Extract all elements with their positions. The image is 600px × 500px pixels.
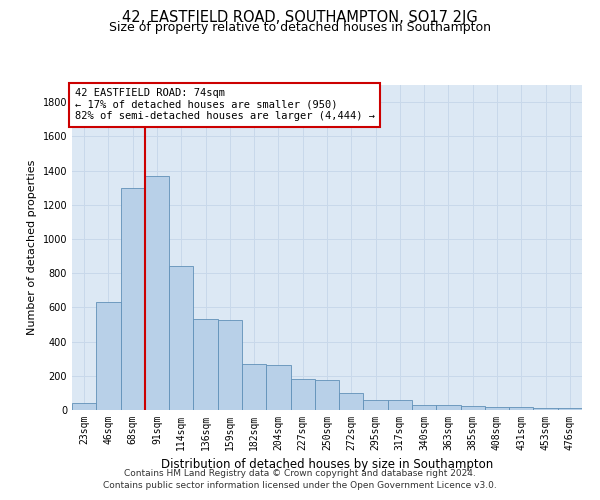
Bar xyxy=(339,393,364,410)
X-axis label: Distribution of detached houses by size in Southampton: Distribution of detached houses by size … xyxy=(161,458,493,471)
Bar xyxy=(509,408,533,410)
Text: Size of property relative to detached houses in Southampton: Size of property relative to detached ho… xyxy=(109,21,491,34)
Text: Contains HM Land Registry data © Crown copyright and database right 2024.: Contains HM Land Registry data © Crown c… xyxy=(124,468,476,477)
Y-axis label: Number of detached properties: Number of detached properties xyxy=(27,160,37,335)
Bar xyxy=(461,406,485,410)
Bar xyxy=(193,320,218,410)
Text: Contains public sector information licensed under the Open Government Licence v3: Contains public sector information licen… xyxy=(103,481,497,490)
Bar xyxy=(266,364,290,410)
Bar xyxy=(485,406,509,410)
Bar xyxy=(533,408,558,410)
Text: 42, EASTFIELD ROAD, SOUTHAMPTON, SO17 2JG: 42, EASTFIELD ROAD, SOUTHAMPTON, SO17 2J… xyxy=(122,10,478,25)
Bar xyxy=(169,266,193,410)
Bar xyxy=(242,364,266,410)
Bar xyxy=(218,320,242,410)
Bar xyxy=(412,405,436,410)
Bar xyxy=(436,405,461,410)
Bar xyxy=(290,379,315,410)
Bar xyxy=(364,400,388,410)
Bar xyxy=(558,408,582,410)
Bar xyxy=(72,403,96,410)
Bar xyxy=(388,400,412,410)
Text: 42 EASTFIELD ROAD: 74sqm
← 17% of detached houses are smaller (950)
82% of semi-: 42 EASTFIELD ROAD: 74sqm ← 17% of detach… xyxy=(74,88,374,122)
Bar xyxy=(315,380,339,410)
Bar xyxy=(121,188,145,410)
Bar xyxy=(96,302,121,410)
Bar xyxy=(145,176,169,410)
